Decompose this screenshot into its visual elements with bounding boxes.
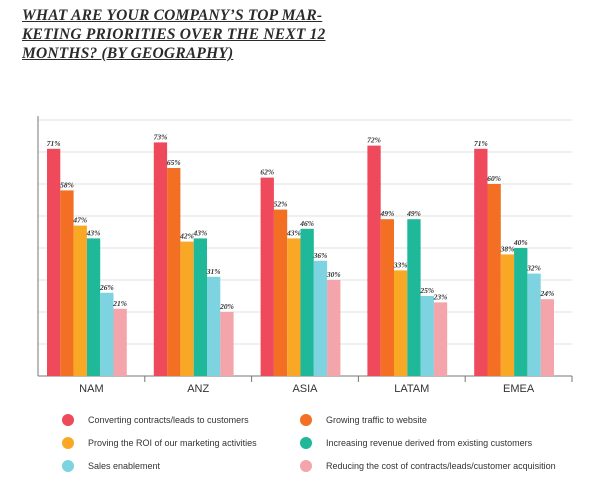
data-label: 52% bbox=[274, 200, 288, 209]
data-label: 43% bbox=[86, 228, 101, 237]
bar bbox=[313, 260, 328, 376]
data-label: 25% bbox=[419, 286, 434, 295]
data-label: 62% bbox=[260, 168, 274, 177]
data-label: 24% bbox=[539, 289, 554, 298]
bar bbox=[327, 280, 341, 376]
bar bbox=[514, 248, 528, 376]
bar bbox=[420, 296, 434, 376]
chart-title: WHAT ARE YOUR COMPANY’S TOP MAR- KETING … bbox=[22, 6, 352, 63]
data-label: 72% bbox=[367, 136, 381, 145]
bar bbox=[527, 273, 541, 376]
bar bbox=[167, 168, 181, 376]
bar bbox=[100, 292, 114, 376]
x-tick-label: ANZ bbox=[187, 383, 209, 395]
data-label: 38% bbox=[500, 244, 515, 253]
bar bbox=[180, 241, 194, 376]
bar bbox=[367, 145, 381, 376]
data-label: 49% bbox=[379, 209, 394, 218]
data-label: 58% bbox=[60, 180, 74, 189]
bar bbox=[153, 142, 168, 376]
data-label: 60% bbox=[487, 174, 501, 183]
data-label: 30% bbox=[326, 270, 341, 279]
data-label: 23% bbox=[433, 292, 448, 301]
data-label: 49% bbox=[406, 209, 421, 218]
title-line-1: WHAT ARE YOUR COMPANY’S TOP MAR- bbox=[22, 7, 323, 24]
data-label: 43% bbox=[192, 228, 207, 237]
bar bbox=[394, 270, 408, 376]
data-label: 71% bbox=[474, 139, 488, 148]
bar bbox=[487, 184, 501, 376]
x-tick-label: NAM bbox=[79, 383, 103, 395]
data-label: 43% bbox=[286, 228, 301, 237]
bar bbox=[500, 254, 515, 376]
title-line-2: KETING PRIORITIES OVER THE NEXT 12 bbox=[22, 26, 326, 43]
bar bbox=[380, 219, 394, 376]
data-label: 26% bbox=[99, 283, 114, 292]
bar bbox=[193, 238, 207, 376]
bar bbox=[113, 308, 127, 376]
bar bbox=[220, 312, 234, 376]
data-label: 65% bbox=[167, 158, 181, 167]
bar bbox=[273, 209, 288, 376]
data-label: 36% bbox=[313, 251, 328, 260]
data-label: 21% bbox=[112, 299, 127, 308]
data-label: 46% bbox=[299, 219, 314, 228]
x-tick-label: LATAM bbox=[394, 383, 429, 395]
bar bbox=[73, 225, 87, 376]
bar bbox=[47, 148, 61, 376]
bar bbox=[86, 238, 101, 376]
title-line-3: MONTHS? (BY GEOGRAPHY) bbox=[22, 45, 234, 62]
data-label: 47% bbox=[72, 216, 87, 225]
bar bbox=[300, 228, 314, 376]
data-label: 31% bbox=[206, 267, 221, 276]
bar bbox=[207, 276, 221, 376]
bar bbox=[60, 190, 74, 376]
bar bbox=[433, 302, 448, 376]
data-label: 73% bbox=[154, 132, 168, 141]
data-label: 42% bbox=[179, 232, 194, 241]
data-label: 71% bbox=[47, 139, 61, 148]
x-tick-label: ASIA bbox=[292, 383, 318, 395]
bar bbox=[287, 238, 301, 376]
bar bbox=[474, 148, 488, 376]
data-label: 40% bbox=[513, 238, 528, 247]
x-tick-label: EMEA bbox=[503, 383, 535, 395]
data-label: 33% bbox=[393, 260, 408, 269]
bar bbox=[407, 219, 421, 376]
bar bbox=[260, 177, 274, 376]
data-label: 20% bbox=[219, 302, 234, 311]
data-label: 32% bbox=[526, 264, 541, 273]
bar bbox=[540, 299, 554, 376]
